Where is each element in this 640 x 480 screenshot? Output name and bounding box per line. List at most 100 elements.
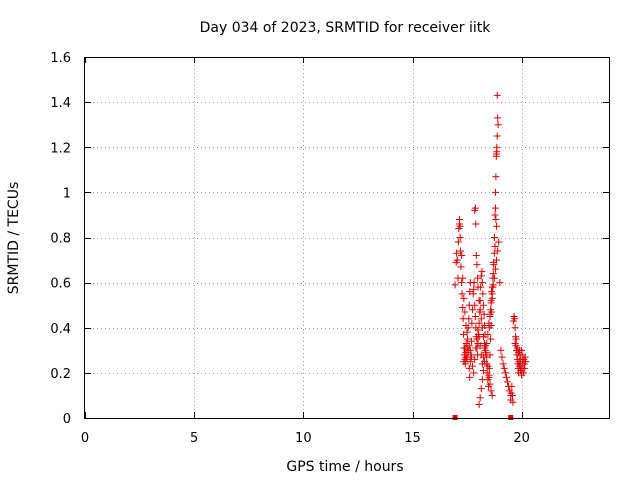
- data-point: [518, 371, 526, 379]
- data-point: [471, 204, 479, 212]
- y-tick-label: 1.4: [50, 96, 71, 111]
- data-point: [501, 369, 509, 377]
- data-point: [487, 387, 495, 395]
- x-tick-label: 20: [513, 431, 530, 446]
- data-point: [470, 279, 478, 287]
- data-point: [466, 373, 474, 381]
- data-point: [492, 152, 500, 160]
- y-tick-label: 0: [63, 412, 71, 427]
- data-point: [499, 360, 507, 368]
- data-point: [491, 211, 499, 219]
- data-point: [462, 321, 470, 329]
- data-point: [476, 342, 484, 350]
- data-point: [493, 132, 501, 140]
- y-tick-label: 0.6: [50, 277, 71, 292]
- data-point: [480, 310, 488, 318]
- data-point: [474, 274, 482, 282]
- data-point: [472, 252, 480, 260]
- data-point: [475, 333, 483, 341]
- data-point: [481, 344, 489, 352]
- data-point: [515, 362, 523, 370]
- data-point: [451, 281, 459, 289]
- chart-title: Day 034 of 2023, SRMTID for receiver iit…: [200, 20, 492, 36]
- data-point: [487, 299, 495, 307]
- data-point: [474, 283, 482, 291]
- data-point: [474, 326, 482, 334]
- data-point: [502, 373, 510, 381]
- data-point: [521, 364, 529, 372]
- data-point: [511, 324, 519, 332]
- data-point: [488, 290, 496, 298]
- data-point: [494, 247, 502, 255]
- data-point: [459, 303, 467, 311]
- data-point: [463, 355, 471, 363]
- y-axis-label: SRMTID / TECUs: [6, 182, 22, 295]
- data-point: [458, 290, 466, 298]
- data-point: [509, 398, 517, 406]
- data-point: [456, 222, 464, 230]
- data-point: [494, 121, 502, 129]
- data-point: [458, 252, 466, 260]
- data-point: [472, 220, 480, 228]
- zero-point: [508, 415, 514, 420]
- y-tick-label: 0.2: [50, 367, 71, 382]
- data-point: [511, 340, 519, 348]
- data-point: [490, 261, 498, 269]
- data-point: [483, 340, 491, 348]
- data-point: [469, 362, 477, 370]
- data-point: [513, 344, 521, 352]
- data-point: [522, 358, 530, 366]
- data-point: [508, 391, 516, 399]
- data-point: [471, 312, 479, 320]
- data-point: [453, 256, 461, 264]
- data-point: [500, 364, 508, 372]
- data-point: [497, 346, 505, 354]
- data-point: [458, 279, 466, 287]
- data-point: [457, 263, 465, 271]
- data-point: [470, 369, 478, 377]
- data-point: [476, 394, 484, 402]
- data-point: [464, 335, 472, 343]
- data-point: [478, 360, 486, 368]
- data-point: [488, 391, 496, 399]
- data-point: [454, 238, 462, 246]
- data-point: [475, 319, 483, 327]
- data-point: [511, 315, 519, 323]
- data-point: [472, 344, 480, 352]
- data-point: [477, 315, 485, 323]
- data-point: [470, 285, 478, 293]
- data-point: [514, 349, 522, 357]
- data-points: [451, 91, 530, 420]
- data-point: [491, 265, 499, 273]
- data-point: [494, 114, 502, 122]
- data-point: [477, 385, 485, 393]
- x-tick-label: 0: [81, 431, 89, 446]
- data-point: [459, 274, 467, 282]
- data-point: [476, 306, 484, 314]
- data-point: [485, 319, 493, 327]
- data-point: [478, 376, 486, 384]
- data-point: [490, 234, 498, 241]
- data-point: [498, 353, 506, 361]
- data-point: [493, 91, 501, 99]
- data-point: [482, 349, 490, 357]
- data-point: [466, 346, 474, 354]
- plot-frame: [84, 57, 610, 419]
- y-tick-label: 1: [63, 186, 71, 201]
- data-point: [479, 353, 487, 361]
- data-point: [471, 301, 479, 309]
- x-tick-label: 15: [404, 431, 421, 446]
- y-tick-label: 0.4: [50, 322, 71, 337]
- y-tick-label: 1.2: [50, 141, 71, 156]
- data-point: [473, 261, 481, 269]
- data-point: [486, 310, 494, 318]
- data-point: [479, 367, 487, 375]
- data-point: [461, 344, 469, 352]
- data-point: [478, 279, 486, 287]
- data-point: [479, 301, 487, 309]
- data-point: [492, 215, 500, 223]
- data-point: [478, 267, 486, 275]
- data-point: [478, 324, 486, 332]
- y-tick-label: 0.8: [50, 232, 71, 247]
